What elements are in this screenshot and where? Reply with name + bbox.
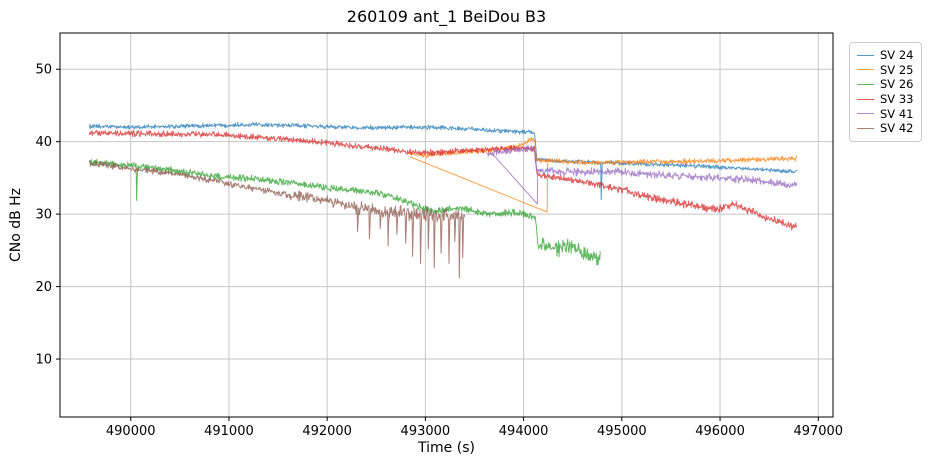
legend-entry: SV 42 xyxy=(857,121,915,136)
x-tick-label: 495000 xyxy=(597,424,647,439)
y-tick-label: 20 xyxy=(35,280,52,295)
legend-line-swatch xyxy=(857,54,874,56)
x-axis-label: Time (s) xyxy=(418,440,475,456)
legend-entry: SV 33 xyxy=(857,92,915,107)
legend-entry: SV 41 xyxy=(857,106,915,121)
series-line-SV-41-gap-0 xyxy=(492,154,539,205)
x-tick-label: 491000 xyxy=(204,424,254,439)
legend-entry: SV 24 xyxy=(857,48,915,63)
x-tick-label: 494000 xyxy=(499,424,549,439)
legend-label: SV 42 xyxy=(880,121,914,136)
series-line-SV-42 xyxy=(89,160,466,279)
series-line-SV-26 xyxy=(89,158,601,266)
series-line-SV-24 xyxy=(89,122,798,201)
legend-line-swatch xyxy=(857,127,874,129)
legend-label: SV 33 xyxy=(880,92,914,107)
y-tick-label: 10 xyxy=(35,353,52,368)
series-line-SV-25-gap-0 xyxy=(409,156,548,213)
series-line-SV-41 xyxy=(486,144,798,189)
y-tick-label: 40 xyxy=(35,135,52,150)
x-tick-label: 496000 xyxy=(695,424,745,439)
series-line-SV-33 xyxy=(89,129,798,231)
legend-line-swatch xyxy=(857,113,874,115)
x-tick-label: 497000 xyxy=(793,424,843,439)
legend-line-swatch xyxy=(857,98,874,100)
axes-border xyxy=(59,32,834,418)
legend-label: SV 41 xyxy=(880,106,914,121)
x-tick-label: 492000 xyxy=(302,424,352,439)
legend-label: SV 25 xyxy=(880,62,914,77)
x-tick-label: 493000 xyxy=(401,424,451,439)
chart-title: 260109 ant_1 BeiDou B3 xyxy=(346,7,547,26)
legend: SV 24 SV 25 SV 26 SV 33 SV 41 SV 42 xyxy=(849,42,922,142)
legend-line-swatch xyxy=(857,69,874,71)
x-tick-label: 490000 xyxy=(106,424,156,439)
legend-line-swatch xyxy=(857,83,874,85)
y-tick-label: 50 xyxy=(35,63,52,78)
legend-entry: SV 26 xyxy=(857,77,915,92)
legend-label: SV 24 xyxy=(880,48,914,63)
y-tick-label: 30 xyxy=(35,208,52,223)
legend-label: SV 26 xyxy=(880,77,914,92)
y-axis-label: CNo dB Hz xyxy=(8,187,24,263)
legend-entry: SV 25 xyxy=(857,63,915,78)
